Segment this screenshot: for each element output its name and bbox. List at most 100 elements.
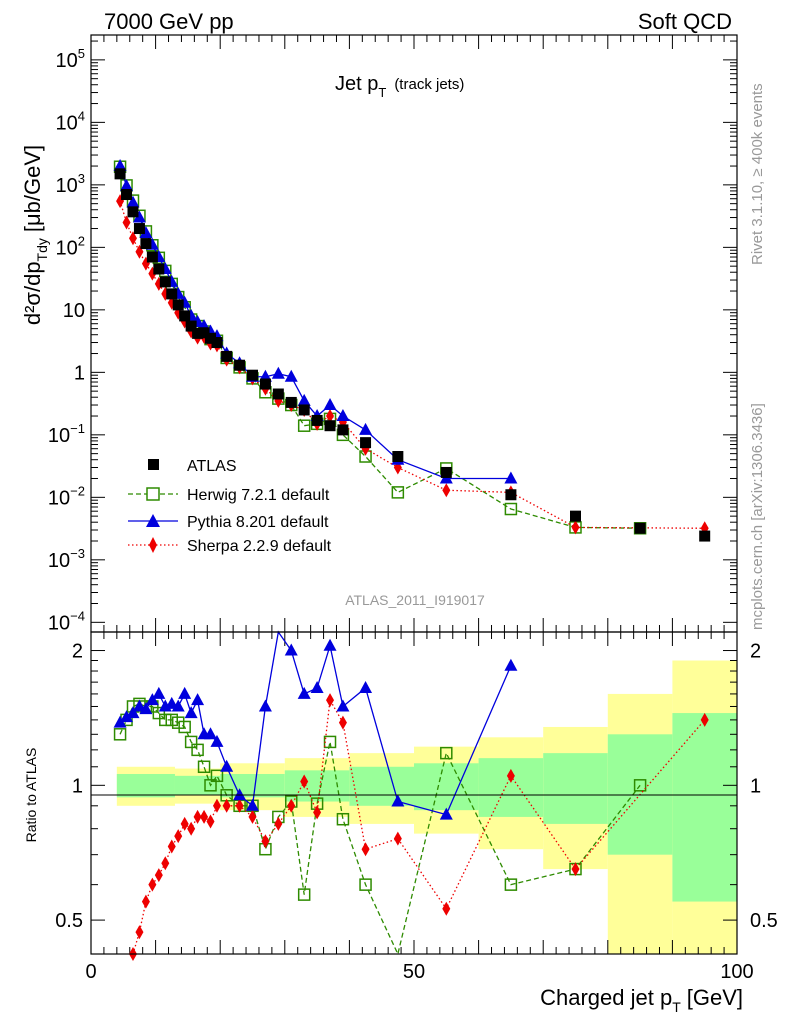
sherpa-point	[212, 798, 221, 813]
sherpa-point	[154, 868, 163, 883]
herwig-point	[113, 728, 127, 741]
sherpa-point	[174, 829, 183, 844]
main-y-tick-label: 102	[56, 233, 85, 259]
herwig-point	[391, 486, 405, 499]
ratio-y-tick-label-right: 2	[750, 641, 761, 663]
atlas-point	[440, 466, 452, 478]
legend-pythia-label: Pythia 8.201 default	[187, 514, 329, 531]
atlas-point	[337, 424, 349, 436]
sherpa-point	[338, 715, 347, 730]
atlas-point	[121, 189, 133, 201]
sherpa-point	[393, 831, 402, 846]
herwig-point	[336, 812, 350, 826]
sherpa-point	[161, 856, 170, 871]
atlas-point	[146, 251, 158, 263]
x-axis-label-sub: T	[672, 999, 681, 1015]
atlas-point	[153, 263, 165, 275]
pythia-point	[246, 798, 259, 811]
sherpa-point	[222, 798, 231, 813]
sherpa-point	[128, 231, 137, 246]
sherpa-point	[506, 768, 515, 783]
atlas-point	[392, 451, 404, 463]
herwig-point	[504, 502, 518, 516]
pythia-point	[504, 471, 518, 484]
atlas-point	[221, 350, 233, 362]
sherpa-line	[119, 200, 705, 529]
legend: ATLAS Herwig 7.2.1 default Pythia 8.201 …	[128, 458, 332, 555]
pythia-point	[310, 680, 324, 693]
analysis-id: ATLAS_2011_I919017	[345, 592, 485, 608]
pythia-point	[220, 759, 234, 772]
pythia-point	[359, 422, 373, 435]
atlas-point	[570, 510, 581, 522]
legend-atlas-marker	[148, 459, 159, 470]
ratio-band-inner	[284, 770, 350, 802]
pythia-point	[323, 398, 337, 411]
main-series	[113, 159, 711, 542]
pythia-point	[271, 366, 285, 379]
ratio-band-inner	[116, 773, 175, 798]
main-y-tick-label: 1	[74, 362, 85, 384]
herwig-point	[152, 706, 166, 720]
herwig-point	[197, 760, 211, 774]
plot-title: Jet pT (track jets)	[335, 73, 464, 100]
atlas-point	[185, 320, 197, 332]
herwig-point	[504, 878, 518, 891]
main-y-tick-label: 10	[63, 300, 85, 322]
sherpa-point	[180, 816, 189, 831]
sherpa-point	[248, 809, 257, 824]
ratio-bands	[116, 660, 737, 954]
main-y-axis-label-unit: [μb/GeV]	[20, 145, 45, 232]
legend-entry-pythia: Pythia 8.201 default	[128, 514, 329, 531]
ratio-band-inner	[543, 753, 608, 824]
pythia-point	[284, 369, 298, 382]
main-y-tick-label: 10−2	[48, 483, 85, 509]
process-label: Soft QCD	[638, 9, 732, 34]
pythia-point	[297, 686, 311, 699]
atlas-point	[133, 223, 145, 235]
sherpa-point	[287, 798, 296, 813]
pythia-point	[126, 706, 140, 719]
x-tick-label: 50	[403, 961, 425, 983]
main-y-tick-label: 10−1	[48, 421, 85, 447]
ratio-band-inner	[414, 763, 479, 811]
sherpa-point	[235, 798, 244, 813]
pythia-point	[204, 727, 218, 740]
sherpa-point	[135, 925, 144, 940]
atlas-point	[324, 420, 336, 432]
ratio-y-tick-label: 0.5	[55, 910, 83, 932]
atlas-point	[360, 437, 372, 449]
x-axis-label-main: Charged jet p	[540, 985, 672, 1010]
pythia-point	[336, 699, 350, 712]
plot-title-note: (track jets)	[394, 76, 464, 93]
atlas-point	[205, 332, 217, 344]
atlas-point	[166, 288, 178, 300]
legend-herwig-marker	[146, 487, 160, 501]
legend-herwig-label: Herwig 7.2.1 default	[187, 487, 330, 504]
pythia-point	[184, 706, 198, 719]
legend-atlas-label: ATLAS	[187, 458, 237, 475]
sherpa-point	[206, 814, 215, 829]
ratio-y-tick-label: 2	[72, 641, 83, 663]
sherpa-point	[300, 774, 309, 789]
pythia-point	[126, 195, 140, 208]
herwig-point	[191, 743, 204, 757]
atlas-point	[114, 168, 126, 180]
atlas-point	[172, 299, 184, 311]
herwig-point	[159, 713, 172, 727]
sherpa-point	[700, 712, 709, 727]
sherpa-point	[274, 816, 283, 831]
atlas-point	[259, 378, 271, 390]
atlas-point	[234, 359, 246, 371]
pythia-line	[119, 165, 511, 480]
x-axis-label-unit: [GeV]	[687, 985, 743, 1010]
pythia-point	[145, 693, 159, 706]
main-y-tick-label: 105	[56, 46, 85, 72]
main-y-tick-label: 10−3	[48, 546, 85, 572]
herwig-point	[165, 713, 178, 727]
sherpa-point	[361, 842, 370, 857]
pythia-point	[113, 159, 127, 172]
plot-title-main: Jet p	[335, 73, 378, 95]
